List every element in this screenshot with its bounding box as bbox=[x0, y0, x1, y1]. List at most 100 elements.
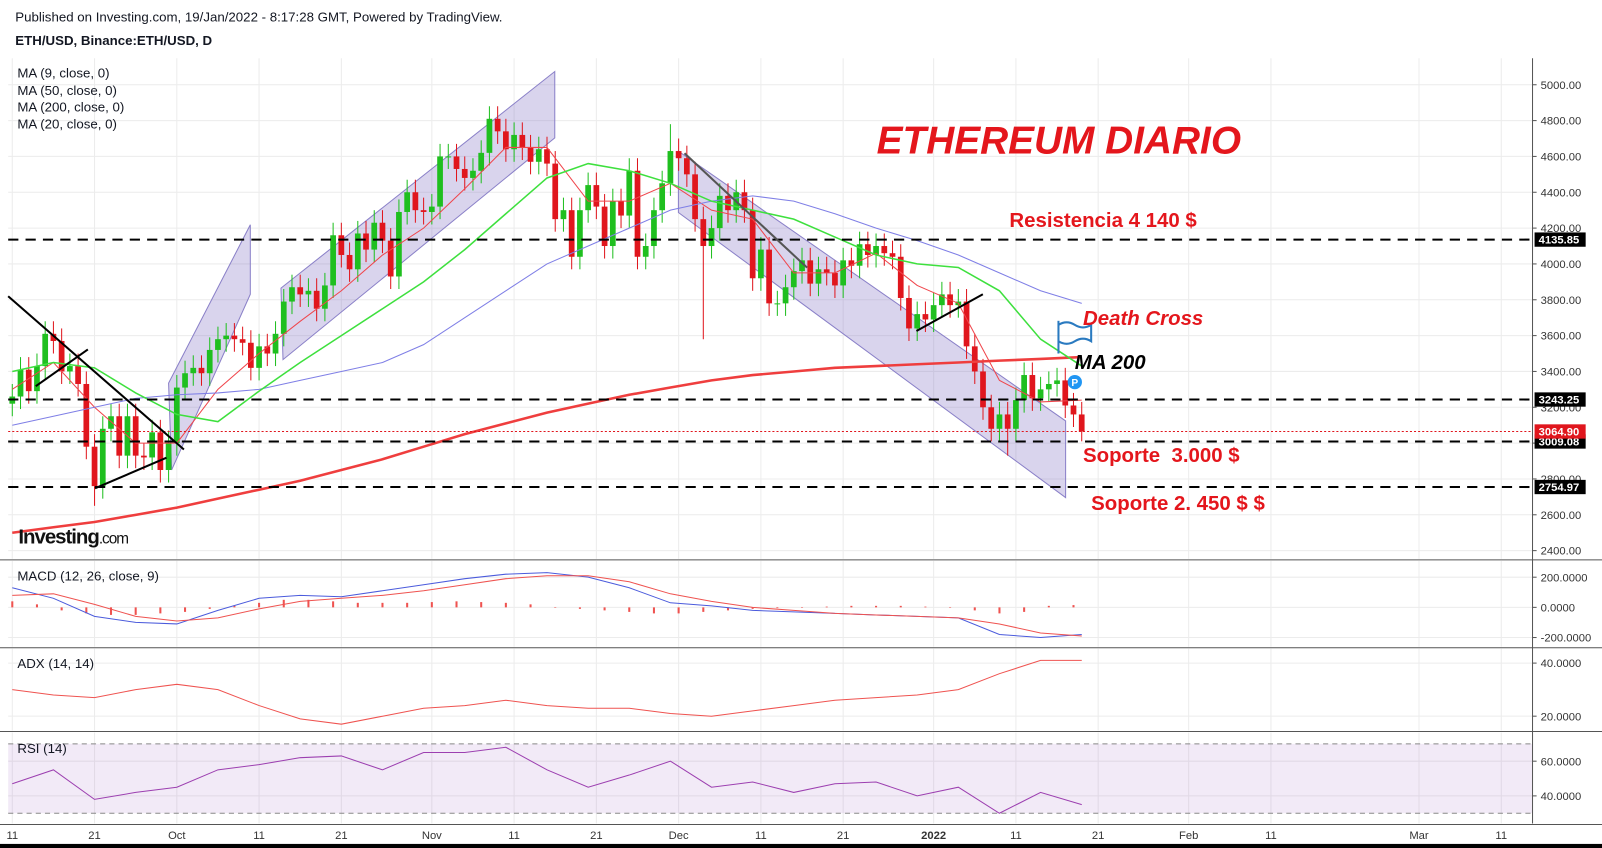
marks-layer bbox=[8, 106, 1533, 814]
candle-body bbox=[906, 297, 912, 329]
x-tick-label: Nov bbox=[422, 830, 442, 842]
candle-body bbox=[840, 260, 847, 286]
candle-body bbox=[149, 432, 155, 458]
candle-body bbox=[741, 192, 748, 211]
watermark: Investing.com bbox=[18, 527, 128, 549]
candle-body bbox=[280, 301, 287, 334]
candle-body bbox=[700, 219, 707, 247]
candle-body bbox=[988, 407, 995, 429]
candle-body bbox=[782, 287, 789, 304]
candle-body bbox=[930, 305, 937, 320]
candle-body bbox=[412, 192, 419, 211]
histogram-bar bbox=[11, 601, 14, 608]
candle-body bbox=[223, 335, 230, 340]
candle-body bbox=[568, 210, 575, 257]
candle-body bbox=[758, 249, 764, 279]
candle-body bbox=[535, 149, 542, 162]
candle-body bbox=[478, 152, 485, 171]
legend-entry: MA (20, close, 0) bbox=[17, 117, 117, 132]
candle-body bbox=[322, 285, 328, 309]
y-tick-label: 3400.00 bbox=[1541, 367, 1582, 379]
indicator-line bbox=[12, 746, 1082, 814]
histogram-bar bbox=[430, 602, 433, 608]
x-tick-label: 11 bbox=[1265, 830, 1277, 842]
candle-body bbox=[231, 335, 238, 340]
candle-body bbox=[363, 233, 369, 250]
candle-body bbox=[165, 443, 172, 470]
candle-body bbox=[864, 244, 871, 255]
y-tick-label: 4000.00 bbox=[1541, 259, 1582, 271]
x-tick-label: 21 bbox=[837, 830, 849, 842]
trend-line bbox=[915, 293, 984, 332]
histogram-bar bbox=[875, 605, 878, 608]
candle-body bbox=[642, 246, 649, 257]
histogram-bar bbox=[924, 606, 927, 608]
histogram-bar bbox=[677, 607, 680, 614]
x-tick-label: 11 bbox=[1495, 830, 1507, 842]
histogram-bar bbox=[529, 604, 532, 608]
indicator-line bbox=[12, 195, 1082, 426]
candle-body bbox=[354, 233, 361, 270]
candle-body bbox=[503, 131, 509, 150]
histogram-bar bbox=[973, 607, 976, 611]
candle-body bbox=[247, 342, 254, 368]
indicator-line bbox=[12, 659, 1082, 725]
indicator-line bbox=[11, 146, 1082, 444]
histogram-bar bbox=[800, 607, 804, 608]
watermark-brand: Investing bbox=[18, 527, 99, 549]
candle-body bbox=[1070, 405, 1077, 415]
histogram-bar bbox=[504, 602, 507, 608]
y-tick-label: 2600.00 bbox=[1541, 510, 1582, 522]
candle-body bbox=[428, 206, 435, 212]
x-tick-label: 21 bbox=[1092, 830, 1104, 842]
candle-body bbox=[577, 210, 583, 257]
level-label-box bbox=[1534, 232, 1586, 247]
x-tick-label: Oct bbox=[168, 830, 186, 842]
candle-body bbox=[626, 170, 633, 216]
candle-body bbox=[659, 183, 666, 211]
candle-body bbox=[486, 118, 493, 153]
candle-body bbox=[963, 301, 970, 347]
y-tick-label: 4800.00 bbox=[1541, 116, 1582, 128]
candle-body bbox=[1078, 414, 1085, 432]
candle-body bbox=[371, 222, 378, 250]
candle-body bbox=[848, 260, 855, 266]
candle-body bbox=[683, 158, 690, 175]
panel-title: ADX (14, 14) bbox=[17, 656, 94, 671]
histogram-bar bbox=[702, 607, 705, 612]
candle-body bbox=[173, 387, 180, 444]
candle-body bbox=[99, 428, 106, 487]
candle-body bbox=[634, 170, 641, 257]
histogram-bar bbox=[258, 602, 261, 608]
candle-body bbox=[544, 149, 550, 164]
histogram-bar bbox=[307, 599, 310, 608]
candle-body bbox=[881, 246, 888, 254]
annotation: MA 200 bbox=[1075, 352, 1146, 374]
candle-body bbox=[346, 254, 353, 270]
histogram-bar bbox=[776, 607, 779, 609]
x-tick-label: 11 bbox=[508, 830, 520, 842]
candle-body bbox=[42, 333, 49, 367]
histogram-bar bbox=[480, 602, 483, 608]
candle-body bbox=[873, 246, 879, 255]
candle-body bbox=[856, 244, 863, 266]
level-label: 3243.25 bbox=[1539, 395, 1580, 407]
x-tick-label: Dec bbox=[669, 830, 689, 842]
candle-body bbox=[404, 192, 411, 212]
candle-body bbox=[17, 369, 24, 397]
candle-body bbox=[25, 369, 32, 392]
candle-body bbox=[511, 134, 517, 150]
candle-body bbox=[519, 134, 526, 148]
axes-layer: 11 21 Oct 11 21 Nov 11 21 Dec 11 21 2022 11 21 Feb 11 Ma… bbox=[0, 58, 1602, 842]
annotation: Soporte 2. 450 $ $ bbox=[1091, 493, 1265, 515]
candle-body bbox=[799, 260, 805, 272]
histogram-bar bbox=[825, 606, 828, 608]
candle-body bbox=[823, 269, 830, 273]
histogram-bar bbox=[35, 604, 38, 608]
histogram-bar bbox=[1047, 605, 1050, 608]
x-tick-label: 11 bbox=[1010, 830, 1022, 842]
candle-body bbox=[939, 294, 945, 306]
last-price-box bbox=[1534, 424, 1586, 439]
candle-body bbox=[1004, 414, 1011, 429]
